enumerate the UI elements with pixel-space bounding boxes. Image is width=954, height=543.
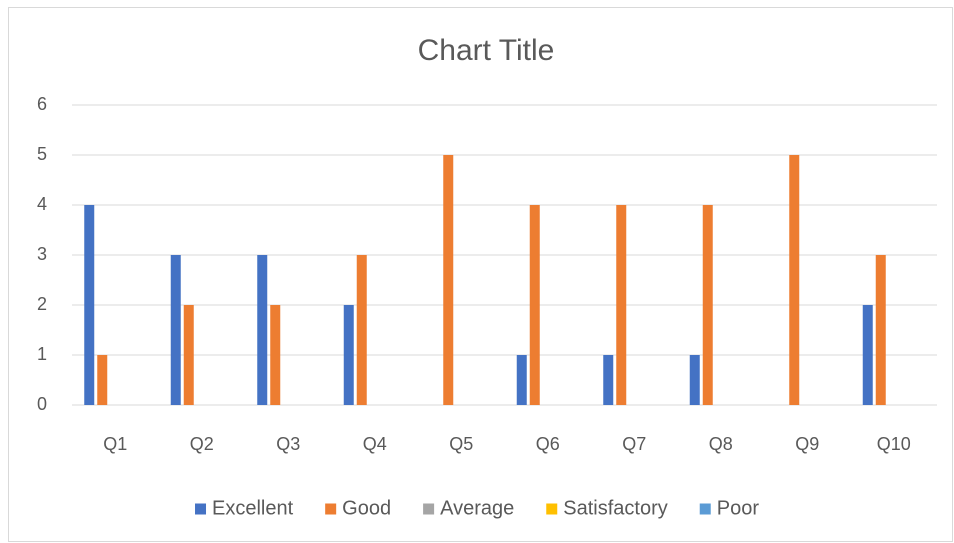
x-tick-label: Q4 [363, 434, 387, 454]
legend-marker [546, 503, 558, 515]
chart-border [8, 7, 953, 542]
legend-marker [325, 503, 337, 515]
y-tick-label: 5 [37, 144, 47, 164]
bar [789, 155, 800, 405]
chart-title: Chart Title [418, 34, 555, 67]
legend-label: Poor [717, 497, 760, 519]
bar [616, 205, 627, 405]
x-tick-label: Q8 [709, 434, 733, 454]
bar [84, 205, 95, 405]
y-tick-label: 2 [37, 294, 47, 314]
legend-label: Average [440, 497, 514, 519]
legend-label: Good [342, 497, 391, 519]
legend-label: Excellent [212, 497, 294, 519]
legend-label: Satisfactory [563, 497, 667, 519]
y-tick-label: 6 [37, 94, 47, 114]
legend-marker [423, 503, 435, 515]
x-tick-label: Q5 [449, 434, 473, 454]
y-tick-label: 0 [37, 394, 47, 414]
bar [170, 255, 181, 405]
bar [183, 305, 194, 405]
bar [603, 355, 614, 405]
x-tick-label: Q1 [103, 434, 127, 454]
y-tick-label: 3 [37, 244, 47, 264]
bar [343, 305, 354, 405]
x-tick-label: Q2 [190, 434, 214, 454]
bar [257, 255, 268, 405]
bar [270, 305, 281, 405]
legend-marker [195, 503, 207, 515]
bar [356, 255, 367, 405]
bar [689, 355, 700, 405]
x-tick-label: Q6 [536, 434, 560, 454]
bar [702, 205, 713, 405]
x-tick-label: Q10 [877, 434, 911, 454]
legend-marker [699, 503, 711, 515]
bar [516, 355, 527, 405]
x-tick-label: Q3 [276, 434, 300, 454]
y-tick-label: 1 [37, 344, 47, 364]
x-tick-label: Q9 [795, 434, 819, 454]
bar [862, 305, 873, 405]
bar [97, 355, 108, 405]
bar [529, 205, 540, 405]
y-tick-label: 4 [37, 194, 47, 214]
bar [443, 155, 454, 405]
x-tick-label: Q7 [622, 434, 646, 454]
bar [875, 255, 886, 405]
